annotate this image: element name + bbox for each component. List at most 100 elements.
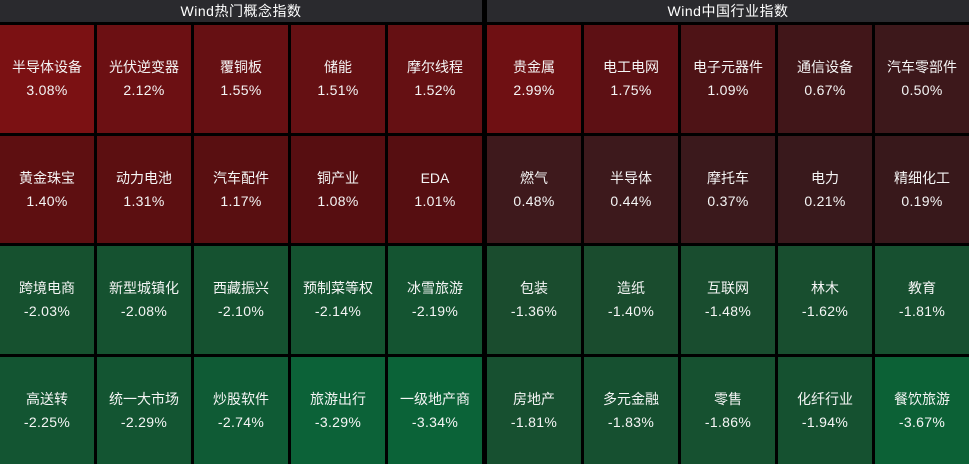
index-name: 造纸 bbox=[617, 280, 645, 297]
index-name: EDA bbox=[420, 169, 450, 186]
index-tile[interactable]: 黄金珠宝 1.40% bbox=[0, 135, 94, 243]
index-change-pct: -2.19% bbox=[411, 303, 459, 320]
index-tile[interactable]: 半导体设备 3.08% bbox=[0, 25, 94, 133]
index-name: 贵金属 bbox=[513, 59, 555, 76]
index-tile[interactable]: 包装 -1.36% bbox=[487, 246, 581, 354]
index-name: 统一大市场 bbox=[109, 390, 179, 407]
index-name: 冰雪旅游 bbox=[407, 280, 463, 297]
index-change-pct: -2.10% bbox=[217, 303, 265, 320]
index-tile[interactable]: 动力电池 1.31% bbox=[97, 135, 191, 243]
index-tile[interactable]: 跨境电商 -2.03% bbox=[0, 246, 94, 354]
index-tile[interactable]: 炒股软件 -2.74% bbox=[194, 356, 288, 464]
index-change-pct: -1.83% bbox=[607, 413, 655, 430]
index-name: 铜产业 bbox=[317, 169, 359, 186]
index-tile[interactable]: 铜产业 1.08% bbox=[291, 135, 385, 243]
index-tile[interactable]: EDA 1.01% bbox=[388, 135, 482, 243]
index-tile[interactable]: 统一大市场 -2.29% bbox=[97, 356, 191, 464]
index-change-pct: -1.40% bbox=[607, 303, 655, 320]
index-tile[interactable]: 覆铜板 1.55% bbox=[194, 25, 288, 133]
index-tile[interactable]: 预制菜等权 -2.14% bbox=[291, 246, 385, 354]
index-name: 旅游出行 bbox=[310, 390, 366, 407]
index-name: 互联网 bbox=[707, 280, 749, 297]
index-change-pct: 2.12% bbox=[123, 82, 165, 99]
index-tile[interactable]: 造纸 -1.40% bbox=[584, 246, 678, 354]
index-name: 黄金珠宝 bbox=[19, 169, 75, 186]
index-name: 汽车零部件 bbox=[887, 59, 957, 76]
index-change-pct: -1.81% bbox=[898, 303, 946, 320]
index-tile[interactable]: 互联网 -1.48% bbox=[681, 246, 775, 354]
index-tile[interactable]: 贵金属 2.99% bbox=[487, 25, 581, 133]
index-name: 摩托车 bbox=[707, 169, 749, 186]
panel-hot-concepts-grid: 半导体设备 3.08% 光伏逆变器 2.12% 覆铜板 1.55% 储能 1.51% 摩尔线程 1… bbox=[0, 25, 482, 464]
index-change-pct: 1.01% bbox=[414, 192, 456, 209]
index-name: 零售 bbox=[714, 390, 742, 407]
index-name: 餐饮旅游 bbox=[894, 390, 950, 407]
index-change-pct: -2.29% bbox=[120, 413, 168, 430]
index-tile[interactable]: 教育 -1.81% bbox=[875, 246, 969, 354]
index-change-pct: -1.48% bbox=[704, 303, 752, 320]
index-tile[interactable]: 旅游出行 -3.29% bbox=[291, 356, 385, 464]
index-name: 跨境电商 bbox=[19, 280, 75, 297]
index-tile[interactable]: 电工电网 1.75% bbox=[584, 25, 678, 133]
index-name: 化纤行业 bbox=[797, 390, 853, 407]
index-name: 半导体 bbox=[610, 169, 652, 186]
index-name: 包装 bbox=[520, 280, 548, 297]
index-change-pct: 1.17% bbox=[220, 192, 262, 209]
index-tile[interactable]: 摩托车 0.37% bbox=[681, 135, 775, 243]
index-name: 摩尔线程 bbox=[407, 59, 463, 76]
index-tile[interactable]: 西藏振兴 -2.10% bbox=[194, 246, 288, 354]
index-tile[interactable]: 汽车配件 1.17% bbox=[194, 135, 288, 243]
index-change-pct: -2.14% bbox=[314, 303, 362, 320]
index-name: 电力 bbox=[811, 169, 839, 186]
index-tile[interactable]: 餐饮旅游 -3.67% bbox=[875, 356, 969, 464]
index-name: 覆铜板 bbox=[220, 59, 262, 76]
index-change-pct: 0.48% bbox=[513, 192, 555, 209]
index-name: 储能 bbox=[324, 59, 352, 76]
panel-china-industries: Wind中国行业指数 贵金属 2.99% 电工电网 1.75% 电子元器件 1.09% 通信… bbox=[487, 0, 969, 464]
index-change-pct: -3.34% bbox=[411, 413, 459, 430]
index-name: 精细化工 bbox=[894, 169, 950, 186]
index-change-pct: -1.62% bbox=[801, 303, 849, 320]
index-name: 高送转 bbox=[26, 390, 68, 407]
index-tile[interactable]: 汽车零部件 0.50% bbox=[875, 25, 969, 133]
index-name: 西藏振兴 bbox=[213, 280, 269, 297]
index-tile[interactable]: 精细化工 0.19% bbox=[875, 135, 969, 243]
index-tile[interactable]: 冰雪旅游 -2.19% bbox=[388, 246, 482, 354]
index-tile[interactable]: 新型城镇化 -2.08% bbox=[97, 246, 191, 354]
index-tile[interactable]: 半导体 0.44% bbox=[584, 135, 678, 243]
index-tile[interactable]: 电力 0.21% bbox=[778, 135, 872, 243]
index-tile[interactable]: 光伏逆变器 2.12% bbox=[97, 25, 191, 133]
index-tile[interactable]: 摩尔线程 1.52% bbox=[388, 25, 482, 133]
index-name: 电子元器件 bbox=[693, 59, 763, 76]
index-tile[interactable]: 多元金融 -1.83% bbox=[584, 356, 678, 464]
index-change-pct: 1.55% bbox=[220, 82, 262, 99]
index-change-pct: -1.36% bbox=[510, 303, 558, 320]
index-change-pct: 0.67% bbox=[804, 82, 846, 99]
index-tile[interactable]: 燃气 0.48% bbox=[487, 135, 581, 243]
index-change-pct: -3.29% bbox=[314, 413, 362, 430]
index-name: 多元金融 bbox=[603, 390, 659, 407]
panel-hot-concepts: Wind热门概念指数 半导体设备 3.08% 光伏逆变器 2.12% 覆铜板 1.55% 储… bbox=[0, 0, 482, 464]
index-change-pct: 0.21% bbox=[804, 192, 846, 209]
index-tile[interactable]: 一级地产商 -3.34% bbox=[388, 356, 482, 464]
index-change-pct: 1.31% bbox=[123, 192, 165, 209]
index-tile[interactable]: 林木 -1.62% bbox=[778, 246, 872, 354]
index-tile[interactable]: 高送转 -2.25% bbox=[0, 356, 94, 464]
index-change-pct: -3.67% bbox=[898, 413, 946, 430]
index-change-pct: 1.09% bbox=[707, 82, 749, 99]
index-tile[interactable]: 零售 -1.86% bbox=[681, 356, 775, 464]
index-change-pct: -1.86% bbox=[704, 413, 752, 430]
index-change-pct: 0.19% bbox=[901, 192, 943, 209]
index-tile[interactable]: 储能 1.51% bbox=[291, 25, 385, 133]
index-name: 房地产 bbox=[513, 390, 555, 407]
index-tile[interactable]: 房地产 -1.81% bbox=[487, 356, 581, 464]
index-change-pct: 1.08% bbox=[317, 192, 359, 209]
index-tile[interactable]: 通信设备 0.67% bbox=[778, 25, 872, 133]
index-tile[interactable]: 化纤行业 -1.94% bbox=[778, 356, 872, 464]
index-name: 新型城镇化 bbox=[109, 280, 179, 297]
index-name: 电工电网 bbox=[603, 59, 659, 76]
index-tile[interactable]: 电子元器件 1.09% bbox=[681, 25, 775, 133]
index-name: 汽车配件 bbox=[213, 169, 269, 186]
index-name: 林木 bbox=[811, 280, 839, 297]
